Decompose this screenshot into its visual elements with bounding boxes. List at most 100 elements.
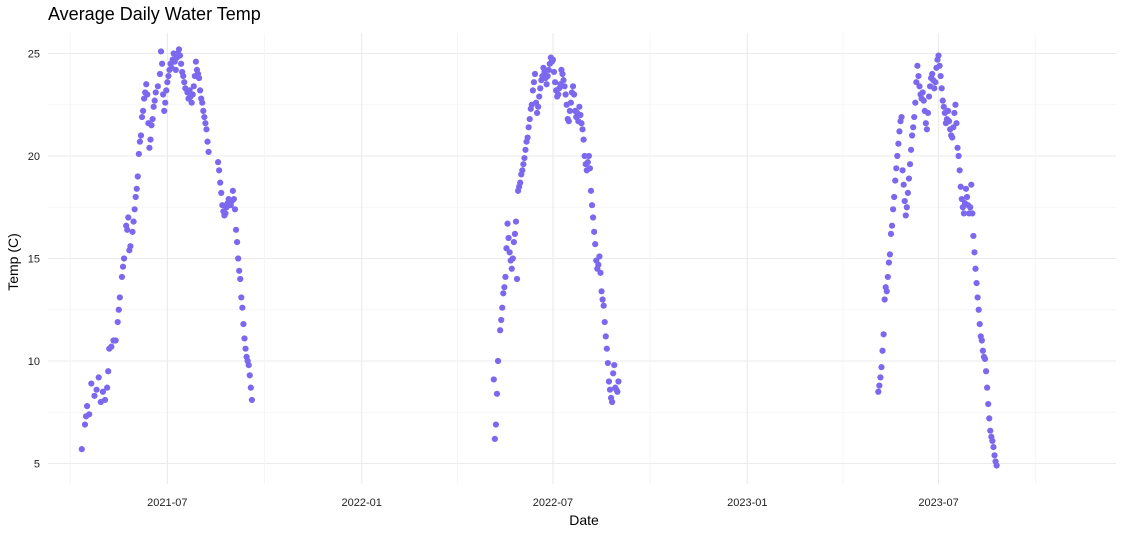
data-point (161, 107, 168, 114)
data-point (522, 146, 529, 153)
data-point (511, 230, 519, 237)
data-point (525, 124, 532, 131)
data-point (912, 99, 919, 106)
grid-lines (48, 33, 1116, 484)
data-point (506, 249, 513, 256)
data-point (578, 120, 585, 127)
y-axis-label: Temp (C) (5, 233, 21, 291)
data-point (152, 89, 159, 96)
data-point (576, 103, 583, 110)
data-point (981, 355, 989, 363)
data-point (567, 99, 575, 106)
data-point (130, 218, 137, 225)
data-point (232, 226, 240, 233)
y-tick-label: 25 (28, 49, 40, 61)
data-point (982, 368, 990, 375)
data-point (214, 159, 222, 166)
data-point (181, 79, 188, 86)
data-point (900, 181, 907, 188)
data-point (148, 122, 155, 129)
data-point (229, 187, 236, 194)
data-point (524, 134, 531, 141)
data-point (923, 126, 931, 133)
data-point (502, 273, 509, 281)
data-point (218, 189, 225, 196)
data-point (235, 255, 242, 262)
data-point (614, 388, 621, 395)
data-point (99, 388, 107, 395)
data-point (602, 333, 609, 340)
data-point (529, 87, 536, 94)
data-point (910, 124, 917, 131)
data-point (247, 384, 254, 391)
data-point (891, 193, 898, 201)
data-point (876, 382, 883, 389)
data-point (494, 357, 502, 365)
data-point (129, 228, 136, 235)
data-point (606, 386, 614, 393)
data-point (903, 204, 910, 211)
data-point (124, 226, 131, 233)
data-point (609, 398, 616, 406)
data-point (104, 384, 111, 391)
data-point (896, 128, 903, 135)
data-point (883, 288, 890, 295)
data-point (894, 152, 901, 160)
data-point (138, 113, 146, 121)
data-point (132, 193, 139, 201)
data-point (136, 138, 144, 145)
data-point (895, 140, 902, 147)
data-point (916, 83, 923, 90)
data-point (898, 113, 905, 121)
data-point (119, 263, 127, 270)
x-tick-label: 2022-07 (533, 497, 573, 509)
data-point (162, 99, 169, 106)
data-point (143, 81, 150, 88)
data-point (886, 251, 894, 258)
data-point (881, 296, 888, 303)
data-point (81, 421, 89, 428)
data-point (888, 222, 896, 229)
data-point (139, 107, 147, 114)
data-point (131, 206, 138, 213)
data-point (597, 269, 604, 276)
data-point (236, 267, 243, 274)
data-point (526, 116, 533, 123)
data-point (937, 72, 944, 80)
data-point (968, 181, 975, 188)
data-points (78, 46, 1000, 469)
data-point (979, 347, 987, 354)
data-point (147, 136, 154, 143)
data-point (938, 85, 945, 92)
data-point (192, 58, 199, 65)
data-point (566, 107, 573, 114)
data-point (137, 132, 145, 139)
data-point (86, 411, 93, 418)
data-point (509, 255, 516, 262)
data-point (134, 173, 141, 180)
data-point (600, 302, 607, 309)
data-point (505, 234, 512, 242)
data-point (893, 165, 900, 172)
data-point (945, 118, 953, 125)
data-point (246, 372, 253, 379)
data-point (990, 444, 997, 451)
data-point (952, 101, 959, 108)
data-point (951, 109, 958, 117)
data-point (878, 364, 885, 371)
data-point (199, 99, 206, 106)
data-point (157, 48, 165, 55)
data-point (241, 335, 248, 342)
data-point (591, 228, 598, 235)
data-point (78, 446, 85, 453)
data-point (890, 206, 897, 213)
data-point (550, 68, 558, 76)
data-point (963, 193, 971, 201)
tick-labels: 5 10 15 20 25 2021-07 2022-01 2022-07 2023-01 202… (28, 49, 959, 510)
data-point (197, 87, 204, 94)
data-point (877, 374, 884, 381)
data-point (149, 116, 156, 123)
data-point (975, 306, 982, 313)
data-point (242, 345, 249, 352)
data-point (504, 220, 511, 227)
